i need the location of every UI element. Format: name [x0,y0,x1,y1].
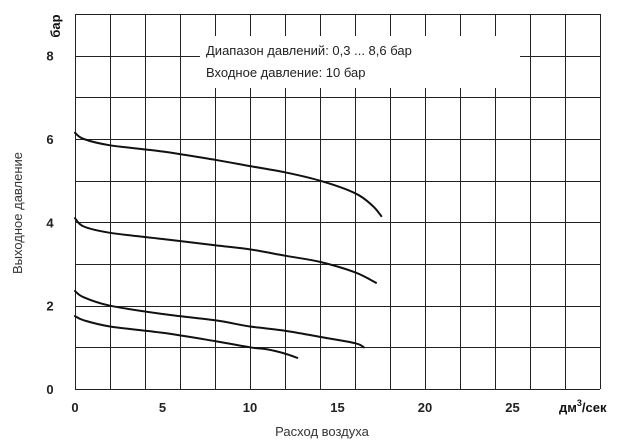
x-unit-tail: /сек [582,400,607,415]
x-tick-label: 15 [330,400,344,415]
series-line [74,217,377,284]
y-tick-label: 6 [46,132,53,147]
x-unit-label: дм3/сек [559,398,607,415]
annotation-box: Диапазон давлений: 0,3 ... 8,6 бар Входн… [200,36,520,88]
y-tick-labels: 0 2 4 6 8 [46,49,54,397]
y-unit-label: бар [48,14,63,37]
x-tick-label: 10 [243,400,257,415]
x-axis-label: Расход воздуха [275,424,369,439]
x-tick-label: 0 [71,400,78,415]
x-unit-superscript: 3 [577,398,582,408]
x-tick-labels: 0 5 10 15 20 25 [71,400,519,415]
y-tick-label: 4 [46,215,54,230]
series-group [74,131,383,359]
x-tick-label: 20 [418,400,432,415]
annotation-background [200,36,520,88]
y-tick-label: 2 [46,299,53,314]
annotation-input-pressure: Входное давление: 10 бар [206,65,365,80]
y-axis-label: Выходное давление [10,152,25,274]
annotation-pressure-range: Диапазон давлений: 0,3 ... 8,6 бар [206,43,412,58]
series-line [74,315,299,359]
x-tick-label: 25 [505,400,519,415]
y-tick-label: 8 [46,49,53,64]
series-line [74,290,365,349]
y-tick-label: 0 [46,382,53,397]
series-line [74,131,383,218]
x-tick-label: 5 [159,400,166,415]
x-unit-main: дм [559,400,577,415]
